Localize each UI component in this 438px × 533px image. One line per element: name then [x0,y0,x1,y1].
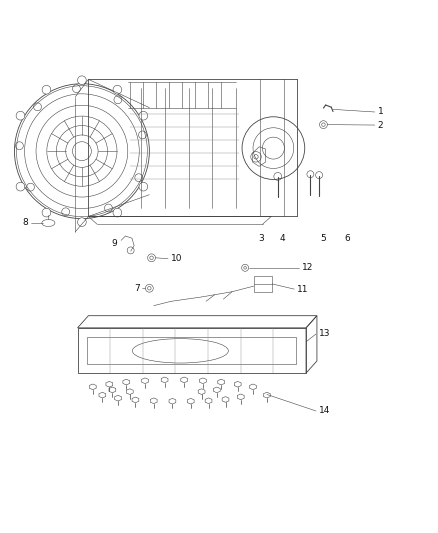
Circle shape [42,85,51,94]
Text: 6: 6 [345,235,350,243]
Bar [87,337,297,364]
Circle shape [139,182,148,191]
Text: 4: 4 [279,235,285,243]
Text: 7: 7 [134,284,140,293]
Circle shape [16,182,25,191]
Circle shape [113,208,122,217]
Text: 3: 3 [258,235,264,243]
Circle shape [139,111,148,120]
Text: 13: 13 [319,329,331,338]
Circle shape [113,85,122,94]
Text: 14: 14 [319,407,331,416]
Text: 5: 5 [321,235,326,243]
Bar [254,276,272,292]
Text: 1: 1 [378,108,384,117]
Text: 2: 2 [378,120,384,130]
Text: 8: 8 [23,219,28,228]
Text: 10: 10 [171,254,183,263]
Circle shape [78,76,86,85]
Circle shape [16,111,25,120]
Circle shape [42,208,51,217]
Text: 12: 12 [302,263,313,272]
Text: 11: 11 [297,285,309,294]
Text: 9: 9 [111,239,117,248]
Circle shape [78,218,86,227]
